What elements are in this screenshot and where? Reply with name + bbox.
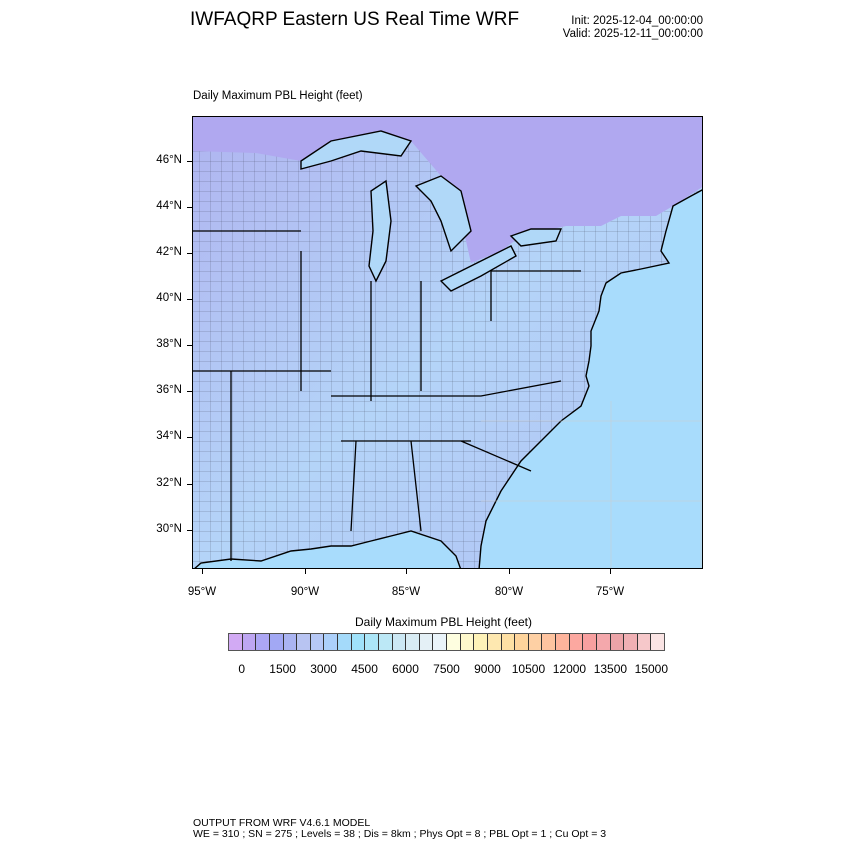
colorbar-swatch <box>338 634 352 650</box>
colorbar-swatch <box>474 634 488 650</box>
colorbar-label: 3000 <box>310 662 337 676</box>
lat-label: 32°N <box>156 477 182 489</box>
colorbar-swatch <box>528 634 543 650</box>
colorbar-swatch <box>460 634 475 650</box>
colorbar-swatch <box>392 634 407 650</box>
colorbar-swatch <box>556 634 570 650</box>
colorbar-swatch <box>297 634 311 650</box>
colorbar-swatch <box>378 634 393 650</box>
colorbar <box>228 633 665 651</box>
lon-label: 85°W <box>391 586 421 598</box>
atlantic-ocean <box>478 189 702 568</box>
lat-label: 46°N <box>156 154 182 166</box>
lake-michigan <box>368 179 392 283</box>
colorbar-swatch <box>583 634 597 650</box>
gulf-of-mexico <box>194 530 462 568</box>
colorbar-swatch <box>406 634 420 650</box>
colorbar-swatch <box>419 634 434 650</box>
init-time: Init: 2025-12-04_00:00:00 <box>571 15 703 27</box>
colorbar-swatch <box>433 634 447 650</box>
lake-huron <box>414 175 472 253</box>
lat-label: 30°N <box>156 523 182 535</box>
colorbar-swatch <box>542 634 556 650</box>
colorbar-swatch <box>501 634 516 650</box>
colorbar-swatch <box>256 634 270 650</box>
lon-label: 95°W <box>187 586 217 598</box>
valid-time: Valid: 2025-12-11_00:00:00 <box>562 28 703 40</box>
colorbar-swatch <box>515 634 529 650</box>
page-title: IWFAQRP Eastern US Real Time WRF <box>190 9 520 30</box>
colorbar-label: 0 <box>238 662 245 676</box>
colorbar-label: 6000 <box>392 662 419 676</box>
lat-label: 42°N <box>156 246 182 258</box>
lake-erie <box>439 245 517 292</box>
colorbar-title: Daily Maximum PBL Height (feet) <box>355 615 532 629</box>
colorbar-label: 7500 <box>433 662 460 676</box>
colorbar-swatch <box>596 634 611 650</box>
graticule <box>481 381 702 568</box>
lat-label: 38°N <box>156 338 182 350</box>
colorbar-swatch <box>569 634 584 650</box>
map-svg <box>193 117 702 568</box>
colorbar-swatch <box>324 634 338 650</box>
colorbar-swatch <box>637 634 652 650</box>
colorbar-label: 13500 <box>593 662 628 676</box>
colorbar-swatch <box>269 634 284 650</box>
colorbar-swatch <box>351 634 366 650</box>
colorbar-label: 1500 <box>269 662 296 676</box>
lon-label: 75°W <box>595 586 625 598</box>
lake-superior <box>300 130 413 170</box>
colorbar-swatch <box>651 634 664 650</box>
lat-label: 40°N <box>156 292 182 304</box>
colorbar-swatch <box>610 634 625 650</box>
model-info: OUTPUT FROM WRF V4.6.1 MODEL <box>193 817 371 829</box>
colorbar-swatch <box>310 634 325 650</box>
lake-ontario <box>509 228 563 247</box>
lon-label: 80°W <box>494 586 524 598</box>
lat-label: 36°N <box>156 384 182 396</box>
colorbar-swatch <box>283 634 298 650</box>
colorbar-label: 4500 <box>351 662 378 676</box>
lat-label: 44°N <box>156 200 182 212</box>
colorbar-swatch <box>242 634 257 650</box>
state-borders <box>193 230 581 561</box>
colorbar-swatch <box>487 634 502 650</box>
lat-label: 34°N <box>156 430 182 442</box>
colorbar-label: 10500 <box>511 662 546 676</box>
colorbar-label: 9000 <box>474 662 501 676</box>
canada-area <box>193 117 702 263</box>
colorbar-label: 12000 <box>552 662 587 676</box>
lon-label: 90°W <box>290 586 320 598</box>
map-panel <box>192 116 703 569</box>
colorbar-swatch <box>365 634 379 650</box>
field-title: Daily Maximum PBL Height (feet) <box>193 90 363 102</box>
colorbar-swatch <box>229 634 243 650</box>
model-config: WE = 310 ; SN = 275 ; Levels = 38 ; Dis … <box>193 828 607 840</box>
colorbar-label: 15000 <box>634 662 669 676</box>
colorbar-swatch <box>447 634 461 650</box>
colorbar-swatch <box>624 634 638 650</box>
